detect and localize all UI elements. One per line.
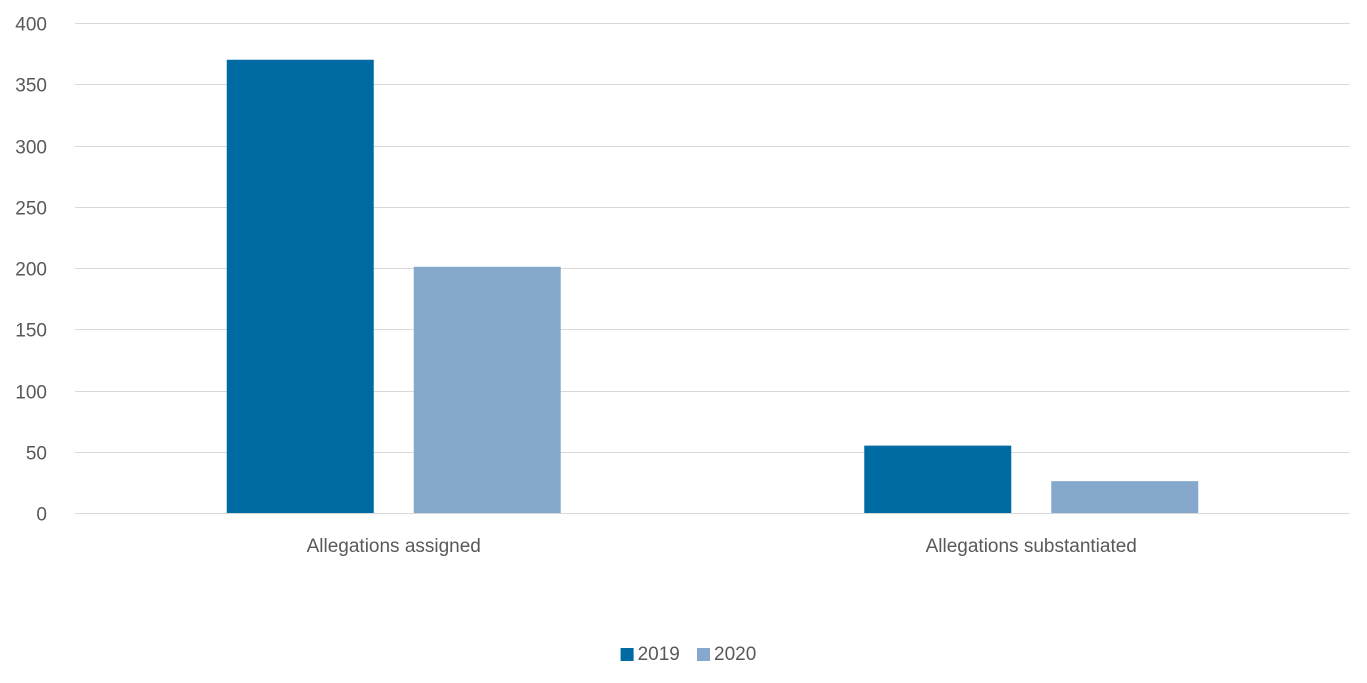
- y-tick-label: 350: [15, 76, 47, 97]
- x-category-label: Allegations assigned: [307, 536, 481, 557]
- x-category-label: Allegations substantiated: [926, 536, 1137, 557]
- bar-allegations-substantiated-2020: [1051, 481, 1199, 513]
- y-tick-label: 150: [15, 321, 47, 342]
- y-tick-label: 100: [15, 383, 47, 404]
- bar-allegations-substantiated-2019: [864, 445, 1012, 513]
- y-tick-label: 200: [15, 260, 47, 281]
- y-tick-label: 300: [15, 138, 47, 159]
- y-tick-label: 400: [15, 15, 47, 36]
- bar-allegations-assigned-2019: [226, 59, 374, 513]
- y-axis-tick-labels: 0 50 100 150 200 250 300 350 400: [15, 15, 47, 526]
- legend-swatch-2019: [620, 648, 634, 661]
- legend-label-2020: 2020: [714, 644, 756, 665]
- x-axis-category-labels: Allegations assigned Allegations substant…: [307, 536, 1137, 557]
- y-tick-label: 50: [26, 444, 47, 465]
- legend-swatch-2020: [697, 648, 710, 661]
- legend-label-2019: 2019: [638, 644, 680, 665]
- y-tick-label: 0: [36, 505, 47, 526]
- bars: [226, 59, 1199, 513]
- bar-allegations-assigned-2020: [413, 266, 561, 513]
- y-tick-label: 250: [15, 199, 47, 220]
- legend: 2019 2020: [620, 644, 756, 665]
